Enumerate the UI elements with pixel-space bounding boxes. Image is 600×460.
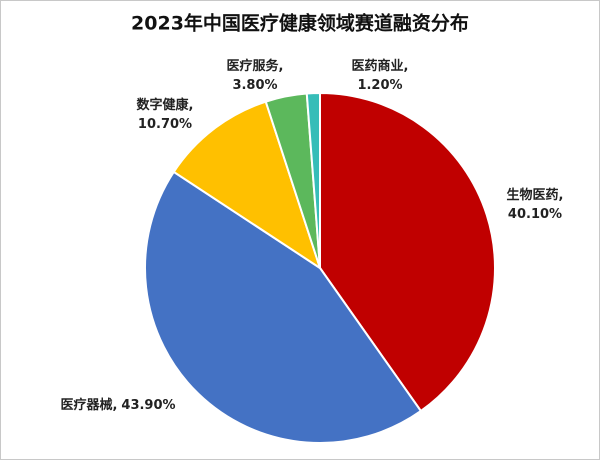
- slice-label: 医药商业, 1.20%: [352, 58, 409, 93]
- label-separator: ,: [189, 98, 194, 113]
- category-label: 医药商业: [352, 58, 404, 74]
- category-label: 生物医药: [507, 187, 559, 203]
- value-label: 3.80%: [232, 78, 277, 93]
- pie-slice: [319, 91, 496, 413]
- pie-slice: [305, 91, 321, 269]
- label-separator: ,: [112, 398, 117, 413]
- label-separator: ,: [404, 59, 409, 74]
- pie-slice: [144, 170, 423, 444]
- slice-label: 数字健康, 10.70%: [137, 97, 194, 132]
- value-label: 10.70%: [138, 117, 192, 132]
- category-label: 医疗器械: [60, 397, 112, 413]
- value-label: 43.90%: [121, 398, 175, 413]
- slice-label: 医疗服务, 3.80%: [227, 58, 284, 93]
- pie-slice: [172, 100, 322, 271]
- category-label: 医疗服务: [227, 58, 280, 74]
- category-label: 数字健康: [137, 97, 190, 113]
- value-label: 40.10%: [508, 207, 562, 222]
- label-separator: ,: [279, 59, 284, 74]
- chart-title: 2023年中国医疗健康领域赛道融资分布: [131, 12, 469, 35]
- slice-label: 生物医药, 40.10%: [507, 187, 564, 222]
- label-separator: ,: [559, 188, 564, 203]
- slice-label: 医疗器械, 43.90%: [60, 397, 175, 413]
- value-label: 1.20%: [357, 78, 402, 93]
